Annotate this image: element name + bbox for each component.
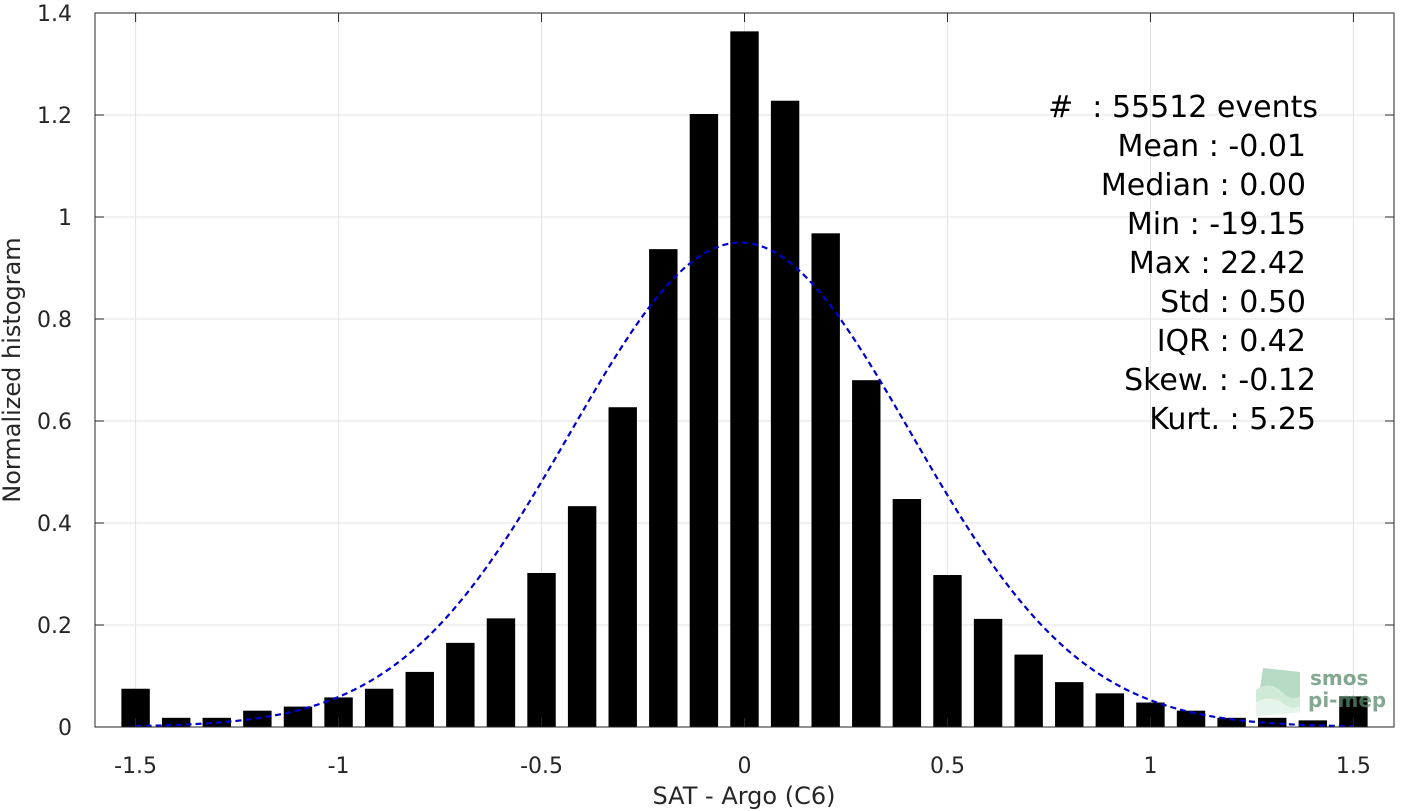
stat-skew: Skew. : -0.12 <box>1124 363 1316 398</box>
stat-kurt: Kurt. : 5.25 <box>1149 402 1316 437</box>
y-tick-label-4: 0.8 <box>37 308 72 333</box>
y-tick-label-6: 1.2 <box>37 104 72 129</box>
bar-7 <box>405 671 434 727</box>
bars <box>121 31 1368 728</box>
bar-23 <box>1055 682 1084 727</box>
stat-std: Std : 0.50 <box>1160 285 1306 320</box>
bar-8 <box>446 642 475 727</box>
bar-13 <box>649 249 678 727</box>
stats-annotation: # : 55512 events Mean : -0.01 Median : 0… <box>1048 90 1318 437</box>
y-tick-label-3: 0.6 <box>37 410 72 435</box>
logo-text-smos: smos <box>1310 666 1368 690</box>
stat-median: Median : 0.00 <box>1101 168 1306 203</box>
logo-wave-icon <box>1256 668 1300 716</box>
bar-20 <box>933 575 962 727</box>
bar-9 <box>486 618 516 727</box>
y-tick-label-5: 1 <box>58 206 72 231</box>
stat-max: Max : 22.42 <box>1129 246 1306 281</box>
bar-17 <box>811 233 840 727</box>
bar-6 <box>364 688 394 727</box>
stat-events: # : 55512 events <box>1048 90 1318 125</box>
bar-4 <box>283 706 313 727</box>
bar-18 <box>852 380 881 727</box>
bar-12 <box>608 407 637 727</box>
x-tick-label-1: -1 <box>328 754 350 779</box>
bar-19 <box>892 499 922 727</box>
y-tick-label-7: 1.4 <box>37 2 72 27</box>
bar-24 <box>1095 693 1125 727</box>
gaussian-fit-curve <box>135 241 1354 728</box>
bar-10 <box>527 572 556 727</box>
x-tick-labels: -1.5 -1 -0.5 0 0.5 1 1.5 <box>114 754 1371 779</box>
smos-pimep-logo: smos pi-mep <box>1256 666 1386 716</box>
bar-14 <box>689 113 719 728</box>
x-axis-label: SAT - Argo (C6) <box>653 782 836 810</box>
stat-iqr: IQR : 0.42 <box>1157 324 1306 359</box>
x-tick-label-0: -1.5 <box>114 754 157 779</box>
y-tick-label-2: 0.4 <box>37 512 72 537</box>
x-tick-label-6: 1.5 <box>1336 754 1371 779</box>
x-tick-label-5: 1 <box>1143 754 1157 779</box>
y-axis-label: Normalized histogram <box>0 237 26 502</box>
bar-29 <box>1298 720 1328 727</box>
x-tick-label-2: -0.5 <box>520 754 563 779</box>
bar-21 <box>973 618 1003 727</box>
y-tick-labels: 0 0.2 0.4 0.6 0.8 1 1.2 1.4 <box>37 2 72 741</box>
y-tick-label-0: 0 <box>58 716 72 741</box>
stat-mean: Mean : -0.01 <box>1117 129 1306 164</box>
bar-1 <box>161 717 191 727</box>
axis-ticks <box>95 12 1394 728</box>
bar-15 <box>730 31 759 728</box>
bar-27 <box>1217 717 1246 727</box>
bar-26 <box>1176 710 1206 727</box>
x-tick-label-3: 0 <box>738 754 752 779</box>
y-tick-label-1: 0.2 <box>37 614 72 639</box>
logo-text-pimep: pi-mep <box>1308 688 1386 712</box>
x-tick-label-4: 0.5 <box>930 754 965 779</box>
bar-11 <box>567 506 597 727</box>
bar-22 <box>1014 654 1043 727</box>
bar-16 <box>770 100 800 728</box>
stat-min: Min : -19.15 <box>1127 207 1306 242</box>
